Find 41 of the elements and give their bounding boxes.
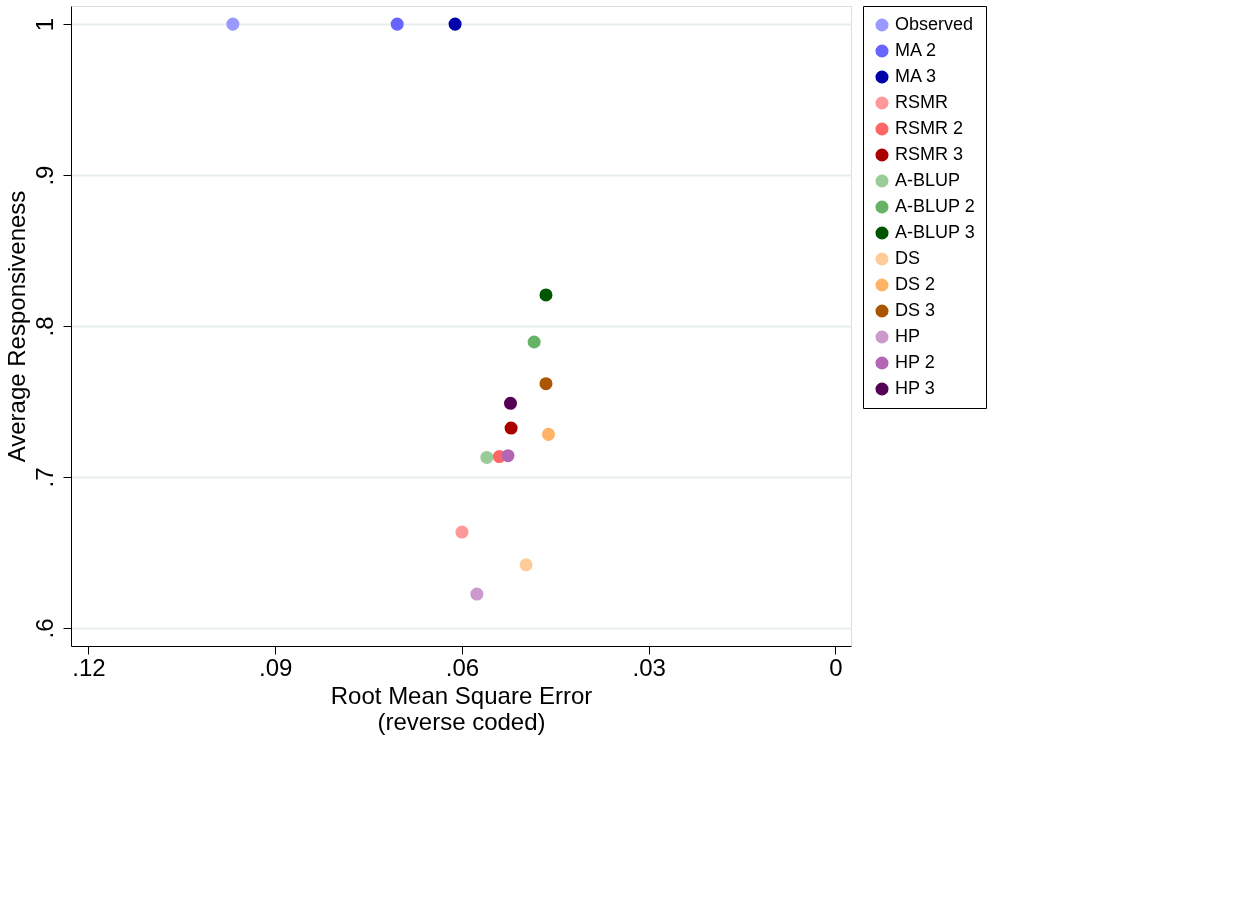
- point: [503, 396, 518, 410]
- legend-label: HP 3: [895, 378, 935, 398]
- x-tick-label: 0: [829, 653, 843, 681]
- point: [480, 450, 494, 464]
- point: [455, 525, 469, 539]
- legend-label: Observed: [895, 14, 974, 34]
- legend-label: A-BLUP: [895, 170, 961, 190]
- x-tick-label: .09: [258, 653, 293, 681]
- legend-label: DS: [895, 248, 921, 268]
- x-axis-title: Root Mean Square Error (reverse coded): [330, 681, 593, 735]
- legend-label: MA 2: [895, 40, 937, 60]
- y-tick-label: .7: [30, 467, 58, 488]
- point: [470, 587, 484, 601]
- y-axis-title: Average Responsiveness: [2, 190, 30, 463]
- legend-label: RSMR 2: [895, 118, 964, 138]
- y-tick-label: 1: [30, 17, 58, 32]
- point: [519, 558, 533, 572]
- y-tick-label: .8: [30, 316, 58, 337]
- point: [390, 17, 404, 31]
- legend-label: HP: [895, 326, 921, 346]
- y-tick-label: .9: [30, 165, 58, 186]
- point: [539, 377, 553, 391]
- y-tick-label: .6: [30, 618, 58, 639]
- point: [448, 17, 462, 31]
- legend-label: HP 2: [895, 352, 935, 372]
- legend-label: A-BLUP 3: [895, 222, 975, 242]
- point: [226, 17, 240, 31]
- legend-label: DS 3: [895, 300, 936, 320]
- x-tick-label: .06: [445, 653, 480, 681]
- point: [541, 427, 555, 441]
- x-tick-label: .03: [632, 653, 666, 681]
- point: [539, 288, 553, 302]
- legend-label: RSMR: [895, 92, 948, 112]
- legend-label: DS 2: [895, 274, 936, 294]
- point: [527, 335, 541, 349]
- point: [501, 449, 515, 463]
- legend-label: A-BLUP 2: [895, 196, 975, 216]
- x-tick-label: .12: [72, 653, 106, 681]
- legend-label: MA 3: [895, 66, 937, 86]
- legend-label: RSMR 3: [895, 144, 964, 164]
- point: [504, 421, 518, 435]
